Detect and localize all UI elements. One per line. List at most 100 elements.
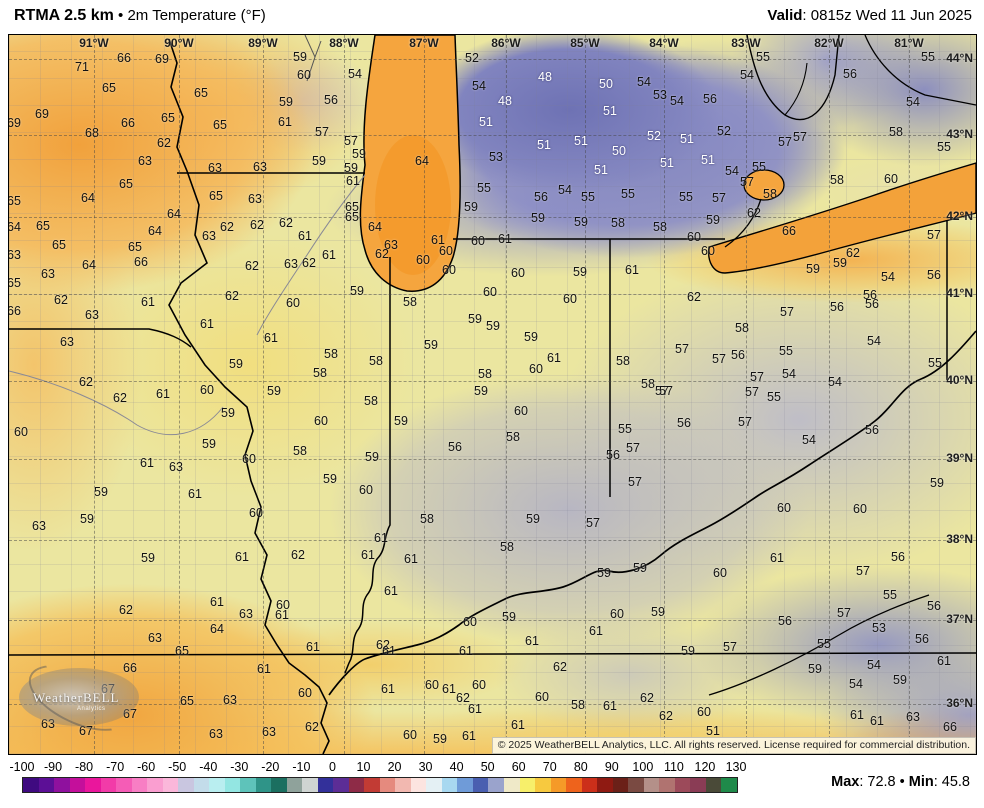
temp-label: 61 (382, 644, 396, 658)
temp-label: 61 (937, 654, 951, 668)
temperature-field (9, 35, 976, 754)
temp-label: 57 (723, 640, 737, 654)
temp-label: 60 (403, 728, 417, 742)
temp-label: 59 (651, 605, 665, 619)
temp-label: 55 (621, 187, 635, 201)
temp-label: 63 (239, 607, 253, 621)
longitude-gridline (664, 35, 665, 754)
max-min-readout: Max: 72.8 • Min: 45.8 (831, 774, 970, 790)
max-value: : 72.8 • (859, 774, 909, 790)
colorbar-tick-label: 40 (449, 760, 464, 774)
colorbar-segment (131, 778, 148, 792)
temp-label: 63 (8, 248, 21, 262)
temp-label: 63 (169, 460, 183, 474)
temp-label: 65 (52, 238, 66, 252)
temp-label: 64 (8, 220, 21, 234)
temp-label: 57 (659, 384, 673, 398)
colorbar-segment (162, 778, 179, 792)
temp-label: 61 (141, 295, 155, 309)
temp-label: 66 (134, 255, 148, 269)
colorbar-tick-label: 70 (542, 760, 557, 774)
temp-label: 54 (740, 68, 754, 82)
colorbar-segment (193, 778, 210, 792)
temp-label: 59 (464, 200, 478, 214)
valid-value: : 0815z Wed 11 Jun 2025 (802, 7, 972, 24)
temp-label: 54 (802, 433, 816, 447)
temp-label: 61 (298, 229, 312, 243)
colorbar-segment (597, 778, 613, 792)
colorbar-tick-label: 100 (632, 760, 654, 774)
temp-label: 57 (344, 134, 358, 148)
temp-label: 51 (706, 724, 720, 738)
temp-label: 59 (573, 265, 587, 279)
latitude-label: 40°N (946, 373, 973, 387)
temp-label: 63 (32, 519, 46, 533)
temp-label: 55 (679, 190, 693, 204)
lake-st-clair (743, 169, 785, 201)
temp-label: 61 (361, 548, 375, 562)
temp-label: 66 (943, 720, 957, 734)
latitude-gridline (9, 620, 976, 621)
temp-label: 62 (305, 720, 319, 734)
temp-label: 55 (928, 356, 942, 370)
temp-label: 58 (571, 698, 585, 712)
colorbar-segment (410, 778, 427, 792)
latitude-label: 37°N (946, 612, 973, 626)
longitude-label: 90°W (164, 36, 194, 50)
temp-label: 57 (655, 384, 669, 398)
temp-label: 60 (314, 414, 328, 428)
temp-label: 53 (489, 150, 503, 164)
colorbar-segment (224, 778, 241, 792)
temp-label: 62 (302, 256, 316, 270)
colorbar-segment (472, 778, 489, 792)
temp-label: 66 (117, 51, 131, 65)
temp-label: 58 (500, 540, 514, 554)
temp-label: 58 (293, 444, 307, 458)
temp-label: 61 (264, 331, 278, 345)
max-label: Max (831, 774, 860, 790)
temp-label: 64 (81, 191, 95, 205)
temp-label: 63 (41, 717, 55, 731)
temp-label: 60 (777, 501, 791, 515)
colorbar-tick-label: -40 (199, 760, 218, 774)
temp-label: 61 (404, 552, 418, 566)
colorbar-segment (333, 778, 349, 792)
colorbar-tick-label: 0 (328, 760, 336, 774)
colorbar-segment (535, 778, 551, 792)
colorbar-segment (457, 778, 473, 792)
temp-label: 56 (927, 599, 941, 613)
temp-label: 60 (472, 678, 486, 692)
temp-label: 62 (113, 391, 127, 405)
temp-label: 57 (586, 516, 600, 530)
temp-label: 57 (780, 305, 794, 319)
temp-label: 59 (893, 673, 907, 687)
temp-label: 65 (119, 177, 133, 191)
temp-label: 62 (279, 216, 293, 230)
temp-label: 62 (245, 259, 259, 273)
temp-label: 58 (830, 173, 844, 187)
temp-label: 60 (298, 686, 312, 700)
colorbar-segment (85, 778, 101, 792)
colorbar-segment (100, 778, 117, 792)
temp-label: 66 (8, 304, 21, 318)
colorbar-segment (286, 778, 303, 792)
temp-label: 51 (701, 153, 715, 167)
temp-label: 51 (594, 163, 608, 177)
temp-label: 57 (856, 564, 870, 578)
colorbar-tick-label: 30 (418, 760, 433, 774)
longitude-label: 81°W (894, 36, 924, 50)
temp-label: 59 (279, 95, 293, 109)
temp-label: 58 (369, 354, 383, 368)
temp-label: 61 (381, 682, 395, 696)
temp-label: 65 (213, 118, 227, 132)
temp-label: 55 (618, 422, 632, 436)
temp-label: 61 (278, 115, 292, 129)
colorbar-tick-label: 110 (663, 760, 684, 774)
temp-label: 59 (323, 472, 337, 486)
temp-label: 61 (322, 248, 336, 262)
latitude-gridline (9, 294, 976, 295)
temp-label: 54 (558, 183, 572, 197)
temp-label: 59 (394, 414, 408, 428)
colorbar-tick-label: 60 (511, 760, 526, 774)
temp-label: 59 (930, 476, 944, 490)
